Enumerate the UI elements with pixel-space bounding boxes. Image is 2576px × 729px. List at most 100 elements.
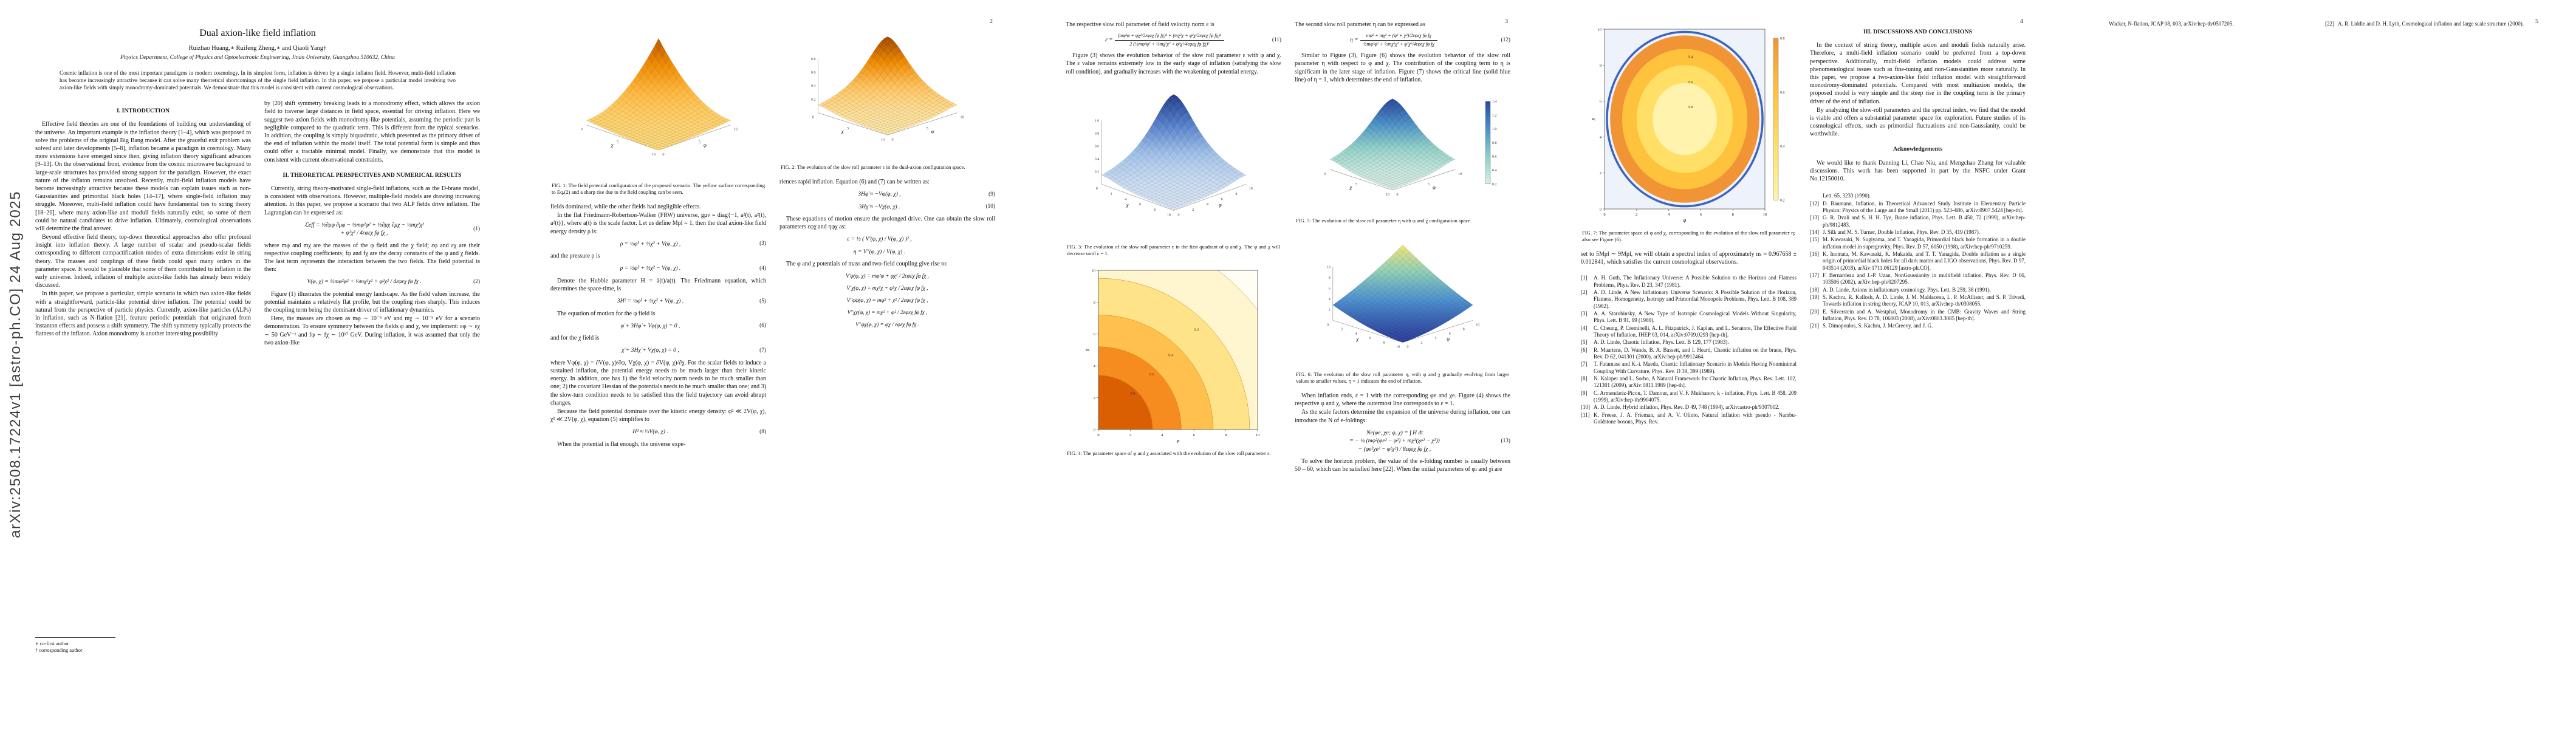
- svg-text:0.6: 0.6: [811, 71, 816, 75]
- svg-text:0.2: 0.2: [1194, 327, 1199, 332]
- figure-2-caption: FIG. 2: The evolution of the slow roll p…: [781, 164, 965, 170]
- svg-text:10: 10: [1597, 27, 1601, 32]
- svg-text:5: 5: [926, 127, 928, 131]
- svg-text:χ: χ: [1589, 118, 1595, 121]
- svg-text:0.8: 0.8: [1688, 105, 1693, 109]
- svg-text:2: 2: [1129, 433, 1131, 437]
- svg-text:6: 6: [1221, 197, 1222, 201]
- reference-text: E. Silverstein and A. Westphal, Monodrom…: [1823, 308, 2026, 321]
- svg-text:0.2: 0.2: [1780, 199, 1785, 202]
- reference-item: [13] G. R. Dvali and S. H. H. Tye, Brane…: [1810, 214, 2026, 228]
- svg-text:2: 2: [1341, 327, 1343, 331]
- figure-4: 0.2 0.4 0.6 0.8 0 2 4 6 8 10 0 2 4 6 8 10 φ χ: [1066, 264, 1281, 447]
- paragraph: set to 5Mpl ∼ 9Mpl, we will obtain a spe…: [1581, 251, 1797, 266]
- reference-text: S. Kachru, R. Kallosh, A. D. Linde, J. M…: [1823, 293, 2026, 307]
- reference-label: [18]: [1810, 286, 1819, 293]
- reference-item: [4] C. Cheung, P. Creminelli, A. L. Fitz…: [1581, 325, 1797, 339]
- svg-text:4: 4: [1161, 433, 1163, 437]
- svg-text:8: 8: [1383, 341, 1385, 344]
- page3-left-column: The respective slow roll parameter of fi…: [1066, 21, 1281, 474]
- paragraph: Here, the masses are chosen as mφ ∼ 10⁻⁶…: [264, 315, 480, 346]
- svg-text:4: 4: [1093, 364, 1095, 368]
- figure-5-caption: FIG. 5: The evolution of the slow roll p…: [1296, 217, 1472, 224]
- svg-text:0.6: 0.6: [1149, 372, 1154, 377]
- reference-label: [9]: [1581, 389, 1588, 396]
- figure-2-plot: 0 5 10 0 5 10 0.2 0.4 0.6 0.8 φ χ: [811, 36, 964, 142]
- paragraph: In the flat Friedmann-Robertson-Walker (…: [550, 212, 766, 235]
- svg-text:8: 8: [1235, 193, 1237, 196]
- reference-item: [16] K. Inomata, M. Kawasaki, K. Mukaida…: [1810, 251, 2026, 272]
- svg-text:5: 5: [698, 140, 700, 144]
- equation-13: Ne(φe, χe; φ, χ) = ∫ H dt = − ¼ (mφ²(φe²…: [1349, 429, 1510, 453]
- svg-text:4: 4: [1355, 332, 1357, 336]
- svg-text:0.6: 0.6: [1780, 91, 1785, 95]
- page4-right-column: III. DISCUSSIONS AND CONCLUSIONS In the …: [1810, 21, 2026, 426]
- paper-authors: Ruizhao Huang,∗ Ruifeng Zheng,∗ and Qiao…: [188, 45, 327, 52]
- reference-text: M. Kawasaki, N. Sugiyama, and T. Yanagid…: [1823, 236, 2026, 250]
- svg-text:φ: φ: [1447, 335, 1450, 341]
- svg-text:10: 10: [733, 128, 737, 132]
- svg-text:0.8: 0.8: [1130, 391, 1135, 395]
- svg-text:10: 10: [1458, 173, 1461, 176]
- svg-text:10: 10: [960, 116, 964, 120]
- figure-4-caption: FIG. 4: The parameter space of φ and χ a…: [1067, 450, 1271, 456]
- svg-text:0.8: 0.8: [1780, 37, 1785, 41]
- figure-6-plot: 0 2 4 6 8 10 0 2 4 6 8 10 2 4 6 8 10 φ χ: [1326, 244, 1479, 349]
- equation-4: p = ½φ̇² + ½χ̇² − V(φ, χ) . (4): [620, 265, 766, 272]
- reference-item: [19] S. Kachru, R. Kallosh, A. D. Linde,…: [1810, 294, 2026, 308]
- figure-3: 0 2 4 6 8 10 0 2 4 6 8 10 0.2 0.4 0.6 0.8 1.0 φ χ: [1066, 78, 1281, 241]
- svg-text:0: 0: [1095, 187, 1097, 191]
- svg-text:1.0: 1.0: [1094, 119, 1099, 123]
- page4-left-column: 0.4 0.6 0.8 0 2 4 6 8 10 0 2 4 6 8 10 φ χ 0.2 0.4 0.6 0.8 FI…: [1581, 21, 1797, 426]
- figure-7: 0.4 0.6 0.8 0 2 4 6 8 10 0 2 4 6 8 10 φ χ 0.2 0.4 0.6 0.8: [1581, 23, 1797, 227]
- paragraph: Figure (1) illustrates the potential ene…: [264, 290, 480, 314]
- svg-text:1.2: 1.2: [1492, 114, 1497, 118]
- paragraph: riences rapid inflation. Equation (6) an…: [779, 179, 930, 185]
- reference-text: G. R. Dvali and S. H. H. Tye, Brane infl…: [1823, 214, 2026, 228]
- reference-text: A. A. Starobinsky, A New Type of Isotrop…: [1594, 310, 1797, 324]
- reference-item: [14] J. Silk and M. S. Turner, Double In…: [1810, 229, 2026, 236]
- svg-text:0: 0: [1093, 428, 1095, 432]
- svg-text:0: 0: [1324, 173, 1326, 176]
- paper-title: Dual axion-like field inflation: [199, 28, 316, 38]
- reference-text: K. Freese, J. A. Frieman, and A. V. Olin…: [1594, 411, 1797, 425]
- svg-text:8: 8: [1599, 64, 1601, 68]
- derivative-equation: V″χχ(φ, χ) = mχ² + φ² / 2εφεχ fφ fχ ,: [847, 309, 928, 316]
- page1-left-column: I. INTRODUCTION Effective field theories…: [35, 100, 251, 654]
- svg-text:φ: φ: [704, 142, 707, 148]
- page-4: 4 0.4 0.6 0.8 0 2 4 6 8 10 0 2 4 6 8 10 φ χ 0.2 0.4 0.6 0.8 …: [1546, 0, 2061, 729]
- reference-item: [21] S. Dimopoulos, S. Kachru, J. McGree…: [1810, 323, 2026, 329]
- equation-11: ε = (mφ²φ + φχ²/2εφεχ fφ fχ)² + (mχ²χ + φ…: [1105, 33, 1281, 47]
- equation-epsilon-def: ε = ½ ( V′(φ, χ) / V(φ, χ) )² ,: [847, 236, 912, 243]
- paragraph: The second slow roll parameter η can be …: [1295, 21, 1425, 28]
- svg-text:10: 10: [1386, 193, 1389, 197]
- svg-text:χ: χ: [1125, 202, 1128, 208]
- paragraph: In this paper, we propose a particular, …: [35, 290, 251, 338]
- reference-item: [8] N. Kaloper and L. Sorbo, A Natural F…: [1581, 375, 1797, 389]
- paragraph: by [20] shift symmetry breaking leads to…: [264, 100, 480, 163]
- figure-6-caption: FIG. 6: The evolution of the slow roll p…: [1296, 371, 1509, 384]
- acknowledgements-heading: Acknowledgements: [1893, 146, 1943, 153]
- figure-3-caption: FIG. 3: The evolution of the slow roll p…: [1067, 243, 1280, 256]
- equation-5: 3H² = ½φ̇² + ½χ̇² + V(φ, χ) . (5): [617, 298, 766, 305]
- equation-10: 3Hχ̇ ≈ −Vχ(φ, χ) . (10): [858, 203, 995, 210]
- svg-text:φ: φ: [1176, 437, 1179, 443]
- equation-8: H² ≈ ⅓V(φ, χ) . (8): [632, 428, 766, 436]
- svg-text:0.4: 0.4: [1094, 157, 1099, 161]
- reference-text: C. Cheung, P. Creminelli, A. L. Fitzpatr…: [1594, 324, 1797, 338]
- page-number: 2: [990, 18, 993, 25]
- svg-text:6: 6: [1448, 332, 1450, 336]
- svg-text:5: 5: [1427, 183, 1429, 187]
- svg-text:0.8: 0.8: [1492, 142, 1497, 145]
- introduction-paragraphs: Effective field theories are one of the …: [35, 120, 251, 338]
- svg-text:10: 10: [652, 153, 656, 157]
- reference-item: [2] A. D. Linde, A New Inflationary Univ…: [1581, 289, 1797, 310]
- figure-6: 0 2 4 6 8 10 0 2 4 6 8 10 2 4 6 8 10 φ χ: [1295, 231, 1510, 368]
- svg-text:2: 2: [1110, 193, 1112, 196]
- paragraph: and for the χ field is: [550, 335, 600, 342]
- svg-text:1.4: 1.4: [1492, 100, 1497, 104]
- svg-text:6: 6: [1193, 433, 1195, 437]
- figure-7-caption: FIG. 7: The parameter space of φ and χ, …: [1582, 230, 1795, 242]
- reference-item: [11] K. Freese, J. A. Frieman, and A. V.…: [1581, 412, 1797, 426]
- paragraph: When inflation ends, ε = 1 with the corr…: [1295, 392, 1510, 408]
